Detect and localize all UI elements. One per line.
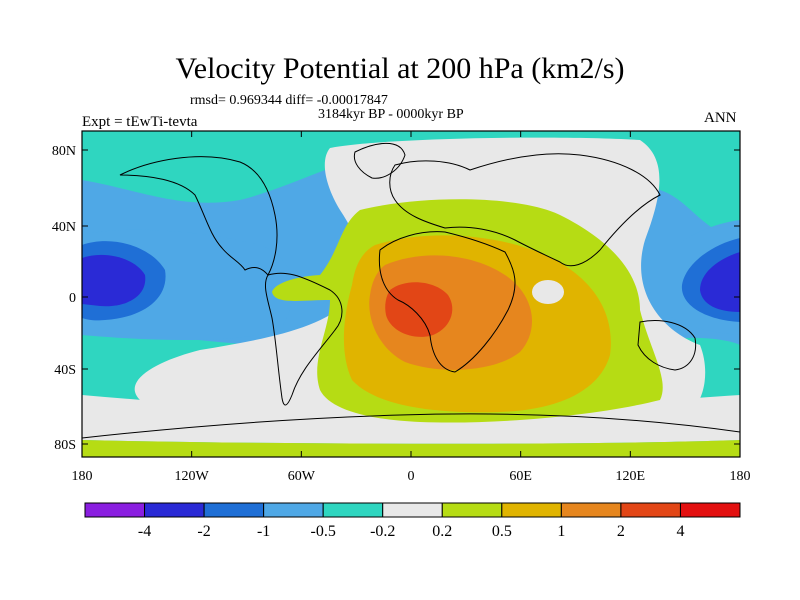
contour-field: [82, 131, 740, 457]
y-tick-label: 0: [69, 291, 76, 306]
coast-north-america: [119, 156, 278, 276]
x-tick-label: 60E: [509, 469, 532, 484]
colorbar-swatch: [679, 502, 741, 518]
y-tick-label: 40S: [54, 363, 76, 378]
colorbar-label: 2: [617, 523, 625, 540]
colorbar-label: -2: [197, 523, 210, 540]
colorbar-label: 0.5: [492, 523, 512, 540]
colorbar: -4 -2 -1 -0.5 -0.2 0.2 0.5 1 2 4: [84, 502, 741, 540]
coast-australia: [637, 320, 697, 371]
colorbar-label: 1: [557, 523, 565, 540]
colorbar-swatch: [84, 502, 146, 518]
y-tick-label: 40N: [52, 220, 76, 235]
field-indian-gray-spot: [532, 280, 564, 304]
coast-antarctica: [82, 413, 740, 439]
field-red-core: [385, 282, 453, 337]
colorbar-swatch: [560, 502, 622, 518]
field-south-yellow-green: [82, 440, 740, 457]
colorbar-label: -4: [138, 523, 151, 540]
map-title: Velocity Potential at 200 hPa (km2/s): [175, 52, 625, 85]
colorbar-label: -0.2: [370, 523, 395, 540]
x-tick-label: 120W: [175, 469, 210, 484]
x-tick-label: 0: [408, 469, 415, 484]
y-tick-label: 80S: [54, 438, 76, 453]
experiment-label: Expt = tEwTi-tevta: [82, 114, 198, 130]
colorbar-swatch: [620, 502, 681, 518]
colorbar-swatch: [382, 502, 443, 518]
x-axis: 180 120W 60W 0 60E 120E 180: [72, 131, 751, 484]
period-text: 3184kyr BP - 0000kyr BP: [318, 107, 464, 122]
x-tick-label: 120E: [616, 469, 646, 484]
x-tick-label: 180: [72, 469, 93, 484]
colorbar-swatch: [322, 502, 384, 518]
colorbar-swatch: [263, 502, 324, 518]
rmsd-diff-text: rmsd= 0.969344 diff= -0.00017847: [190, 93, 388, 108]
y-tick-label: 80N: [52, 144, 76, 159]
field-west-blue-dark: [82, 254, 146, 307]
colorbar-label: 4: [676, 523, 684, 540]
season-label: ANN: [704, 110, 737, 126]
colorbar-swatch: [203, 502, 265, 518]
colorbar-label: -1: [257, 523, 270, 540]
y-axis: 80N 40N 0 40S 80S: [52, 144, 740, 453]
field-east-blue-dark: [700, 252, 740, 312]
coast-africa: [378, 231, 516, 373]
colorbar-label: 0.2: [432, 523, 452, 540]
colorbar-swatch: [501, 502, 562, 518]
coast-greenland: [353, 142, 406, 179]
coast-south-america: [265, 272, 343, 406]
x-tick-label: 180: [730, 469, 751, 484]
coastlines: [82, 142, 740, 439]
colorbar-swatch: [144, 502, 205, 518]
colorbar-label: -0.5: [311, 523, 336, 540]
x-tick-label: 60W: [288, 469, 316, 484]
coast-eurasia: [389, 153, 661, 267]
colorbar-swatch: [441, 502, 503, 518]
